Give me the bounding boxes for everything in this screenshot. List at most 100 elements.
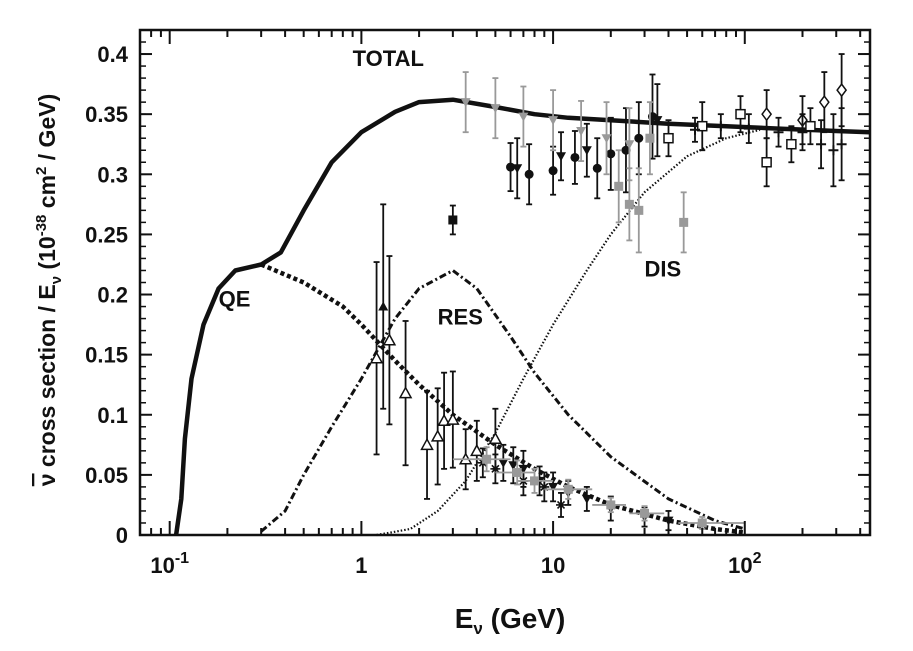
marker-triangle-down — [460, 98, 471, 108]
marker-square — [645, 133, 655, 143]
x-axis-title: Eν (GeV) — [455, 603, 566, 638]
y-axis-ticks: 0 0.05 0.1 0.15 0.2 0.25 0.3 0.35 0.4 — [85, 29, 870, 548]
x-tick-exponent: -1 — [175, 550, 189, 567]
marker-open-triangle-up — [430, 429, 445, 442]
y-tick-label: 0.4 — [97, 42, 128, 67]
marker-square — [697, 518, 707, 528]
y-tick-label: 0.35 — [85, 102, 128, 127]
marker-open-square — [735, 108, 746, 120]
marker-plus — [816, 139, 827, 150]
marker-triangle-down — [581, 494, 592, 504]
dataset-gray-triangle-down — [460, 71, 635, 182]
x-axis-ticks: 10-1 1 10 102 — [139, 30, 862, 578]
marker-open-triangle-up — [369, 351, 384, 364]
marker-triangle-down — [652, 116, 663, 126]
marker-circle — [506, 162, 516, 172]
dataset-gray-square-xbar — [452, 446, 745, 530]
marker-open-triangle-up — [382, 333, 397, 346]
x-tick-label: 1 — [355, 553, 367, 578]
dataset-plus — [690, 107, 847, 188]
y-axis-title-sup2: 2 — [33, 167, 50, 175]
dataset-filled-square — [448, 204, 458, 236]
marker-plus — [797, 127, 808, 138]
marker-square — [640, 508, 650, 518]
marker-triangle-up — [378, 301, 389, 311]
x-tick-base: 10 — [150, 553, 174, 578]
x-axis-title-sub: ν — [473, 619, 482, 638]
marker-plus — [715, 121, 726, 132]
x-axis-title-unit: (GeV) — [483, 603, 565, 634]
y-axis-title-text4: / GeV) — [34, 94, 60, 167]
curve-labels: TOTAL QE RES DIS — [219, 46, 682, 330]
dataset-filled-triangle-down — [512, 83, 663, 200]
curve-label: RES — [438, 305, 483, 330]
marker-triangle-down — [512, 164, 523, 174]
marker-circle — [548, 166, 558, 176]
marker-open-triangle-up — [488, 431, 503, 445]
marker-open-diamond — [818, 94, 830, 110]
curve-dis — [376, 128, 761, 537]
x-tick-label: 10 — [541, 553, 565, 578]
marker-open-diamond — [761, 106, 773, 122]
marker-triangle-down — [498, 458, 509, 468]
marker-triangle-down — [556, 152, 567, 162]
curve-label: DIS — [645, 256, 682, 281]
marker-square — [482, 454, 492, 464]
marker-open-square — [697, 120, 708, 132]
marker-open-triangle-up — [437, 413, 451, 427]
marker-open-triangle-up — [470, 443, 484, 457]
marker-open-square — [805, 120, 816, 132]
marker-square — [530, 476, 540, 486]
marker-square — [606, 500, 616, 510]
y-axis-title-text3: cm — [34, 175, 60, 215]
marker-circle — [570, 152, 580, 162]
marker-open-triangle-up — [398, 386, 413, 399]
x-axis-title-main: E — [455, 603, 474, 634]
marker-triangle-down — [508, 461, 519, 471]
marker-triangle-down — [490, 104, 501, 114]
dataset-open-square — [663, 95, 816, 188]
marker-triangle-down — [518, 112, 529, 122]
marker-plus — [690, 124, 701, 135]
marker-triangle-down — [548, 116, 559, 126]
marker-open-diamond — [836, 82, 848, 98]
curve-total — [173, 97, 871, 536]
marker-star — [539, 481, 550, 492]
marker-square — [634, 205, 644, 215]
y-tick-label: 0.2 — [97, 283, 128, 308]
marker-triangle-down — [663, 516, 674, 526]
marker-square — [614, 181, 624, 191]
marker-plus — [773, 127, 784, 138]
marker-open-triangle-up — [446, 412, 460, 425]
marker-triangle-down — [624, 140, 635, 150]
marker-triangle-down — [548, 482, 559, 492]
marker-plus — [836, 139, 847, 150]
marker-circle — [634, 133, 644, 143]
marker-circle — [621, 145, 631, 155]
marker-plus — [828, 145, 839, 156]
y-tick-label: 0 — [116, 523, 128, 548]
marker-circle — [524, 169, 534, 179]
y-axis-title-sub: ν — [48, 276, 65, 284]
marker-square — [563, 484, 573, 494]
y-axis-title-sup: -38 — [33, 215, 50, 237]
y-axis-title-text1: cross section / E — [34, 284, 60, 473]
y-axis-title: ν cross section / Eν (10-38 cm2 / GeV) — [33, 94, 65, 487]
marker-circle — [606, 149, 616, 159]
x-tick-label: 102 — [728, 550, 761, 578]
marker-triangle-down — [576, 127, 587, 136]
marker-plus — [743, 123, 754, 134]
marker-star — [490, 463, 501, 474]
y-tick-label: 0.15 — [85, 343, 128, 368]
x-tick-base: 10 — [728, 553, 752, 578]
marker-open-square — [663, 132, 674, 144]
x-tick-label: 10-1 — [150, 550, 189, 578]
curve-label: TOTAL — [353, 46, 424, 71]
marker-star — [556, 499, 567, 510]
marker-triangle-down — [581, 146, 592, 156]
data-points — [369, 53, 848, 532]
y-axis-title-text2: (10 — [34, 236, 60, 276]
y-tick-label: 0.25 — [85, 222, 128, 247]
marker-square — [448, 215, 458, 225]
